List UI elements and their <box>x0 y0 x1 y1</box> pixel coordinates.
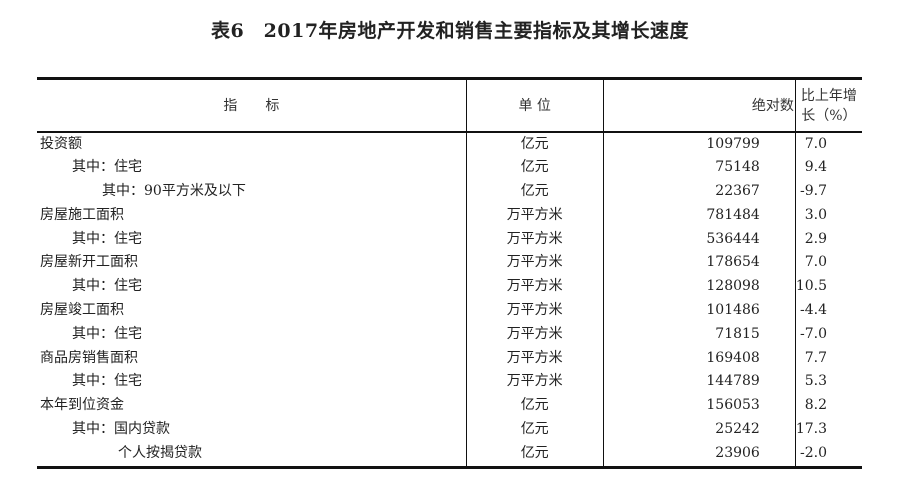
indicator-cell: 商品房销售面积 <box>40 349 138 366</box>
indicator-cell: 个人按揭贷款 <box>118 444 202 461</box>
unit-cell: 万平方米 <box>465 322 604 347</box>
unit-cell: 亿元 <box>465 156 604 181</box>
growth-cell: 10.5 <box>794 275 862 300</box>
data-table: 指 标 单 位 绝对数 比上年增长（%） 投资额 亿元 109799 7.0 其中：住宅… <box>37 77 862 469</box>
value-cell: 169408 <box>602 346 796 371</box>
indicator-cell: 房屋新开工面积 <box>40 254 138 271</box>
indicator-cell: 其中：90平方米及以下 <box>102 183 246 200</box>
value-cell: 25242 <box>602 418 796 442</box>
indicator-cell: 其中：住宅 <box>72 325 142 342</box>
unit-cell: 亿元 <box>465 131 604 157</box>
table-row: 其中：住宅 万平方米 536444 2.9 <box>37 227 862 252</box>
indicator-cell: 房屋竣工面积 <box>40 302 124 319</box>
header-growth: 比上年增长（%） <box>794 78 862 132</box>
indicator-cell: 投资额 <box>40 135 82 152</box>
growth-cell: 7.7 <box>794 346 862 371</box>
growth-cell: -7.0 <box>794 322 862 347</box>
unit-cell: 万平方米 <box>465 299 604 323</box>
value-cell: 128098 <box>602 275 796 300</box>
value-cell: 71815 <box>602 322 796 347</box>
growth-cell: 3.0 <box>794 203 862 228</box>
unit-cell: 万平方米 <box>465 251 604 276</box>
unit-cell: 万平方米 <box>465 275 604 300</box>
growth-cell: 8.2 <box>794 394 862 419</box>
growth-cell: 17.3 <box>794 418 862 442</box>
value-cell: 75148 <box>602 156 796 181</box>
unit-cell: 亿元 <box>465 441 604 468</box>
header-value: 绝对数 <box>602 78 796 132</box>
growth-cell: 5.3 <box>794 370 862 395</box>
unit-cell: 万平方米 <box>465 370 604 395</box>
table-row: 房屋施工面积 万平方米 781484 3.0 <box>37 203 862 228</box>
table-row: 本年到位资金 亿元 156053 8.2 <box>37 394 862 419</box>
unit-cell: 万平方米 <box>465 203 604 228</box>
indicator-cell: 其中：住宅 <box>72 230 142 247</box>
growth-cell: -9.7 <box>794 180 862 204</box>
indicator-cell: 房屋施工面积 <box>40 206 124 223</box>
value-cell: 144789 <box>602 370 796 395</box>
table-row: 商品房销售面积 万平方米 169408 7.7 <box>37 346 862 371</box>
table-row: 个人按揭贷款 亿元 23906 -2.0 <box>37 441 862 468</box>
value-cell: 23906 <box>602 441 796 468</box>
header-row: 指 标 单 位 绝对数 比上年增长（%） <box>37 78 862 132</box>
table-title: 表6 2017年房地产开发和销售主要指标及其增长速度 <box>210 20 690 42</box>
growth-cell: 7.0 <box>794 251 862 276</box>
unit-cell: 万平方米 <box>465 346 604 371</box>
value-cell: 109799 <box>602 131 796 157</box>
value-cell: 156053 <box>602 394 796 419</box>
growth-cell: 2.9 <box>794 227 862 252</box>
unit-cell: 亿元 <box>465 180 604 204</box>
indicator-cell: 其中：住宅 <box>72 159 142 176</box>
table-row: 其中：住宅 万平方米 71815 -7.0 <box>37 322 862 347</box>
unit-cell: 亿元 <box>465 418 604 442</box>
table-row: 房屋新开工面积 万平方米 178654 7.0 <box>37 251 862 276</box>
unit-cell: 亿元 <box>465 394 604 419</box>
indicator-cell: 其中：住宅 <box>72 373 142 390</box>
table-row: 其中：住宅 万平方米 144789 5.3 <box>37 370 862 395</box>
indicator-cell: 其中：国内贷款 <box>72 421 170 438</box>
growth-cell: -2.0 <box>794 441 862 468</box>
indicator-cell: 其中：住宅 <box>72 278 142 295</box>
value-cell: 178654 <box>602 251 796 276</box>
growth-cell: -4.4 <box>794 299 862 323</box>
table-row: 房屋竣工面积 万平方米 101486 -4.4 <box>37 299 862 323</box>
value-cell: 22367 <box>602 180 796 204</box>
growth-cell: 9.4 <box>794 156 862 181</box>
value-cell: 536444 <box>602 227 796 252</box>
value-cell: 781484 <box>602 203 796 228</box>
table-row: 其中：住宅 亿元 75148 9.4 <box>37 156 862 181</box>
unit-cell: 万平方米 <box>465 227 604 252</box>
value-cell: 101486 <box>602 299 796 323</box>
table-row: 其中：住宅 万平方米 128098 10.5 <box>37 275 862 300</box>
indicator-cell: 本年到位资金 <box>40 397 124 414</box>
growth-cell: 7.0 <box>794 131 862 157</box>
table-row: 其中：国内贷款 亿元 25242 17.3 <box>37 418 862 442</box>
header-unit: 单 位 <box>465 78 604 132</box>
header-indicator: 指 标 <box>223 98 280 115</box>
table-row: 其中：90平方米及以下 亿元 22367 -9.7 <box>37 180 862 204</box>
table-row: 投资额 亿元 109799 7.0 <box>37 131 862 157</box>
